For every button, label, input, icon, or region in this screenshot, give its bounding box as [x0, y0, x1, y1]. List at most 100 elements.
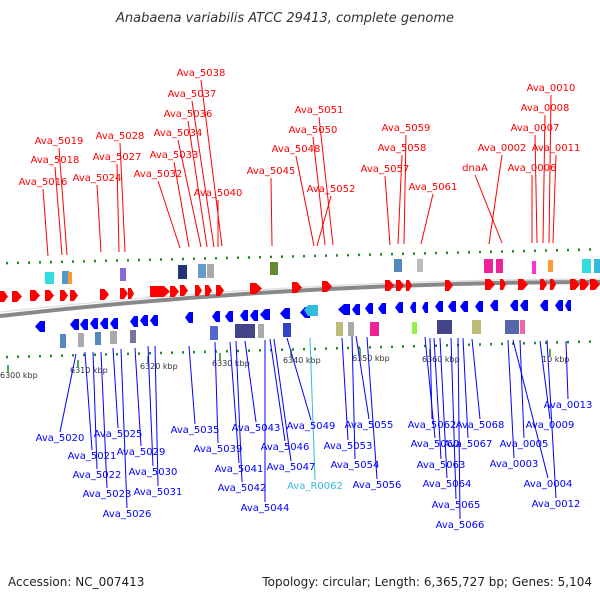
tick-label: 10 kbp — [542, 355, 570, 364]
reverse-gene-arrow — [130, 316, 138, 327]
gene-label-reverse: Ava_5065 — [432, 500, 481, 511]
leader-line — [120, 348, 128, 509]
forward-gene-arrow — [128, 288, 134, 299]
tick-label: 6310 kbp — [70, 366, 108, 375]
gene-label-forward: Ava_5016 — [19, 177, 68, 188]
gene-domain-box — [95, 332, 101, 345]
gene-label-reverse: Ava_5022 — [73, 470, 122, 481]
gene-label-forward: Ava_5028 — [96, 131, 145, 142]
tick-dot-bottom — [237, 349, 239, 353]
reverse-gene-arrow — [260, 309, 270, 320]
tick-dot-bottom — [270, 348, 272, 352]
leader-line — [565, 340, 569, 400]
leader-line — [403, 134, 407, 245]
tick-dot-bottom — [402, 345, 404, 348]
tick-dot-bottom — [435, 344, 437, 347]
tick-dot-top — [72, 260, 74, 263]
coordinate-ticks: 6300 kbp 6310 kbp 6320 kbp 6330 kbp 6340 kbp… — [0, 248, 591, 380]
leader-line — [112, 347, 119, 429]
tick-dot-top — [259, 255, 261, 259]
leader-line — [439, 337, 448, 479]
map-title: Anabaena variabilis ATCC 29413, complete… — [115, 11, 454, 26]
tick-dot-top — [578, 248, 580, 252]
genome-backbone — [0, 278, 600, 318]
gene-features — [0, 259, 600, 348]
leader-line — [244, 340, 257, 423]
tick-dot-bottom — [490, 342, 492, 346]
leader-line — [351, 335, 356, 460]
forward-gene-arrow — [205, 285, 212, 296]
leader-line — [433, 337, 442, 460]
gene-label-reverse: Ava_5044 — [241, 503, 290, 514]
leader-line — [355, 335, 370, 420]
leader-line — [157, 180, 181, 249]
tick-dot-top — [567, 248, 569, 252]
tick-dot-bottom — [94, 353, 96, 356]
reverse-gene-arrow — [422, 302, 428, 313]
tick-dot-bottom — [215, 350, 217, 353]
reverse-gene-arrow — [280, 308, 290, 319]
gene-label-forward: Ava_5052 — [307, 184, 356, 195]
forward-gene-arrow — [150, 286, 170, 297]
tick-label: 6350 kbp — [352, 354, 390, 363]
rna-gene-arrow — [304, 305, 318, 316]
leader-line — [200, 79, 223, 247]
forward-gene-arrow — [590, 279, 600, 290]
leader-line — [462, 337, 469, 439]
tick-dot-bottom — [72, 354, 74, 357]
leader-line — [229, 341, 240, 464]
gene-domain-box — [336, 322, 343, 336]
tick-dot-top — [116, 259, 118, 262]
tick-dot-bottom — [226, 349, 228, 353]
gene-label-reverse: Ava_5049 — [287, 421, 336, 432]
tick-dot-bottom — [105, 353, 107, 356]
gene-domain-box — [198, 264, 206, 278]
tick-dot-bottom — [204, 350, 206, 354]
forward-gene-arrow — [445, 280, 453, 291]
leader-line — [474, 174, 503, 244]
tick-dot-bottom — [50, 354, 52, 358]
tick-dot-top — [435, 251, 437, 255]
tick-dot-top — [138, 258, 140, 262]
gene-label-reverse: Ava_5030 — [129, 467, 178, 478]
gene-label-forward: Ava_5057 — [361, 164, 410, 175]
reverse-gene-arrow — [510, 300, 518, 311]
tick-dot-bottom — [61, 354, 63, 357]
tick-dot-bottom — [380, 345, 382, 349]
leader-line — [488, 154, 503, 245]
tick-dot-top — [28, 261, 30, 264]
gene-label-forward: Ava_5040 — [194, 188, 243, 199]
tick-dot-top — [347, 253, 349, 257]
tick-dot-bottom — [534, 341, 536, 345]
tick-dot-bottom — [325, 347, 327, 350]
leader-line — [316, 195, 332, 247]
gene-label-reverse: Ava_5039 — [194, 444, 243, 455]
forward-gene-arrow — [292, 282, 302, 293]
gene-label-reverse: Ava_5066 — [436, 520, 485, 531]
reverse-gene-arrow — [338, 304, 350, 315]
reverse-gene-arrow — [378, 303, 386, 314]
leader-line — [134, 347, 142, 447]
leader-line — [191, 100, 215, 248]
tick-dot-bottom — [556, 341, 558, 344]
leader-line — [154, 345, 159, 487]
gene-label-reverse: Ava_0003 — [490, 459, 539, 470]
tick-dot-top — [413, 252, 415, 255]
reverse-gene-arrow — [395, 302, 403, 313]
tick-dot-top — [248, 256, 250, 259]
leader-line — [177, 139, 202, 248]
tick-dot-bottom — [424, 344, 426, 348]
gene-labels: Ava_5038 Ava_5037 Ava_5036 Ava_5034 Ava_5033… — [19, 68, 593, 531]
tick-dot-bottom — [259, 349, 261, 352]
reverse-gene-arrow — [565, 300, 571, 311]
forward-gene-arrow — [580, 279, 589, 290]
gene-domain-box — [472, 320, 481, 334]
gene-label-forward: Ava_0011 — [532, 143, 581, 154]
tick-dot-top — [6, 261, 8, 265]
tick-dot-bottom — [468, 343, 470, 347]
leader-line — [270, 177, 273, 247]
tick-dot-bottom — [479, 343, 481, 346]
gene-domain-box — [207, 264, 214, 278]
reverse-gene-arrow — [150, 315, 158, 326]
gene-label-forward: Ava_5033 — [150, 150, 199, 161]
